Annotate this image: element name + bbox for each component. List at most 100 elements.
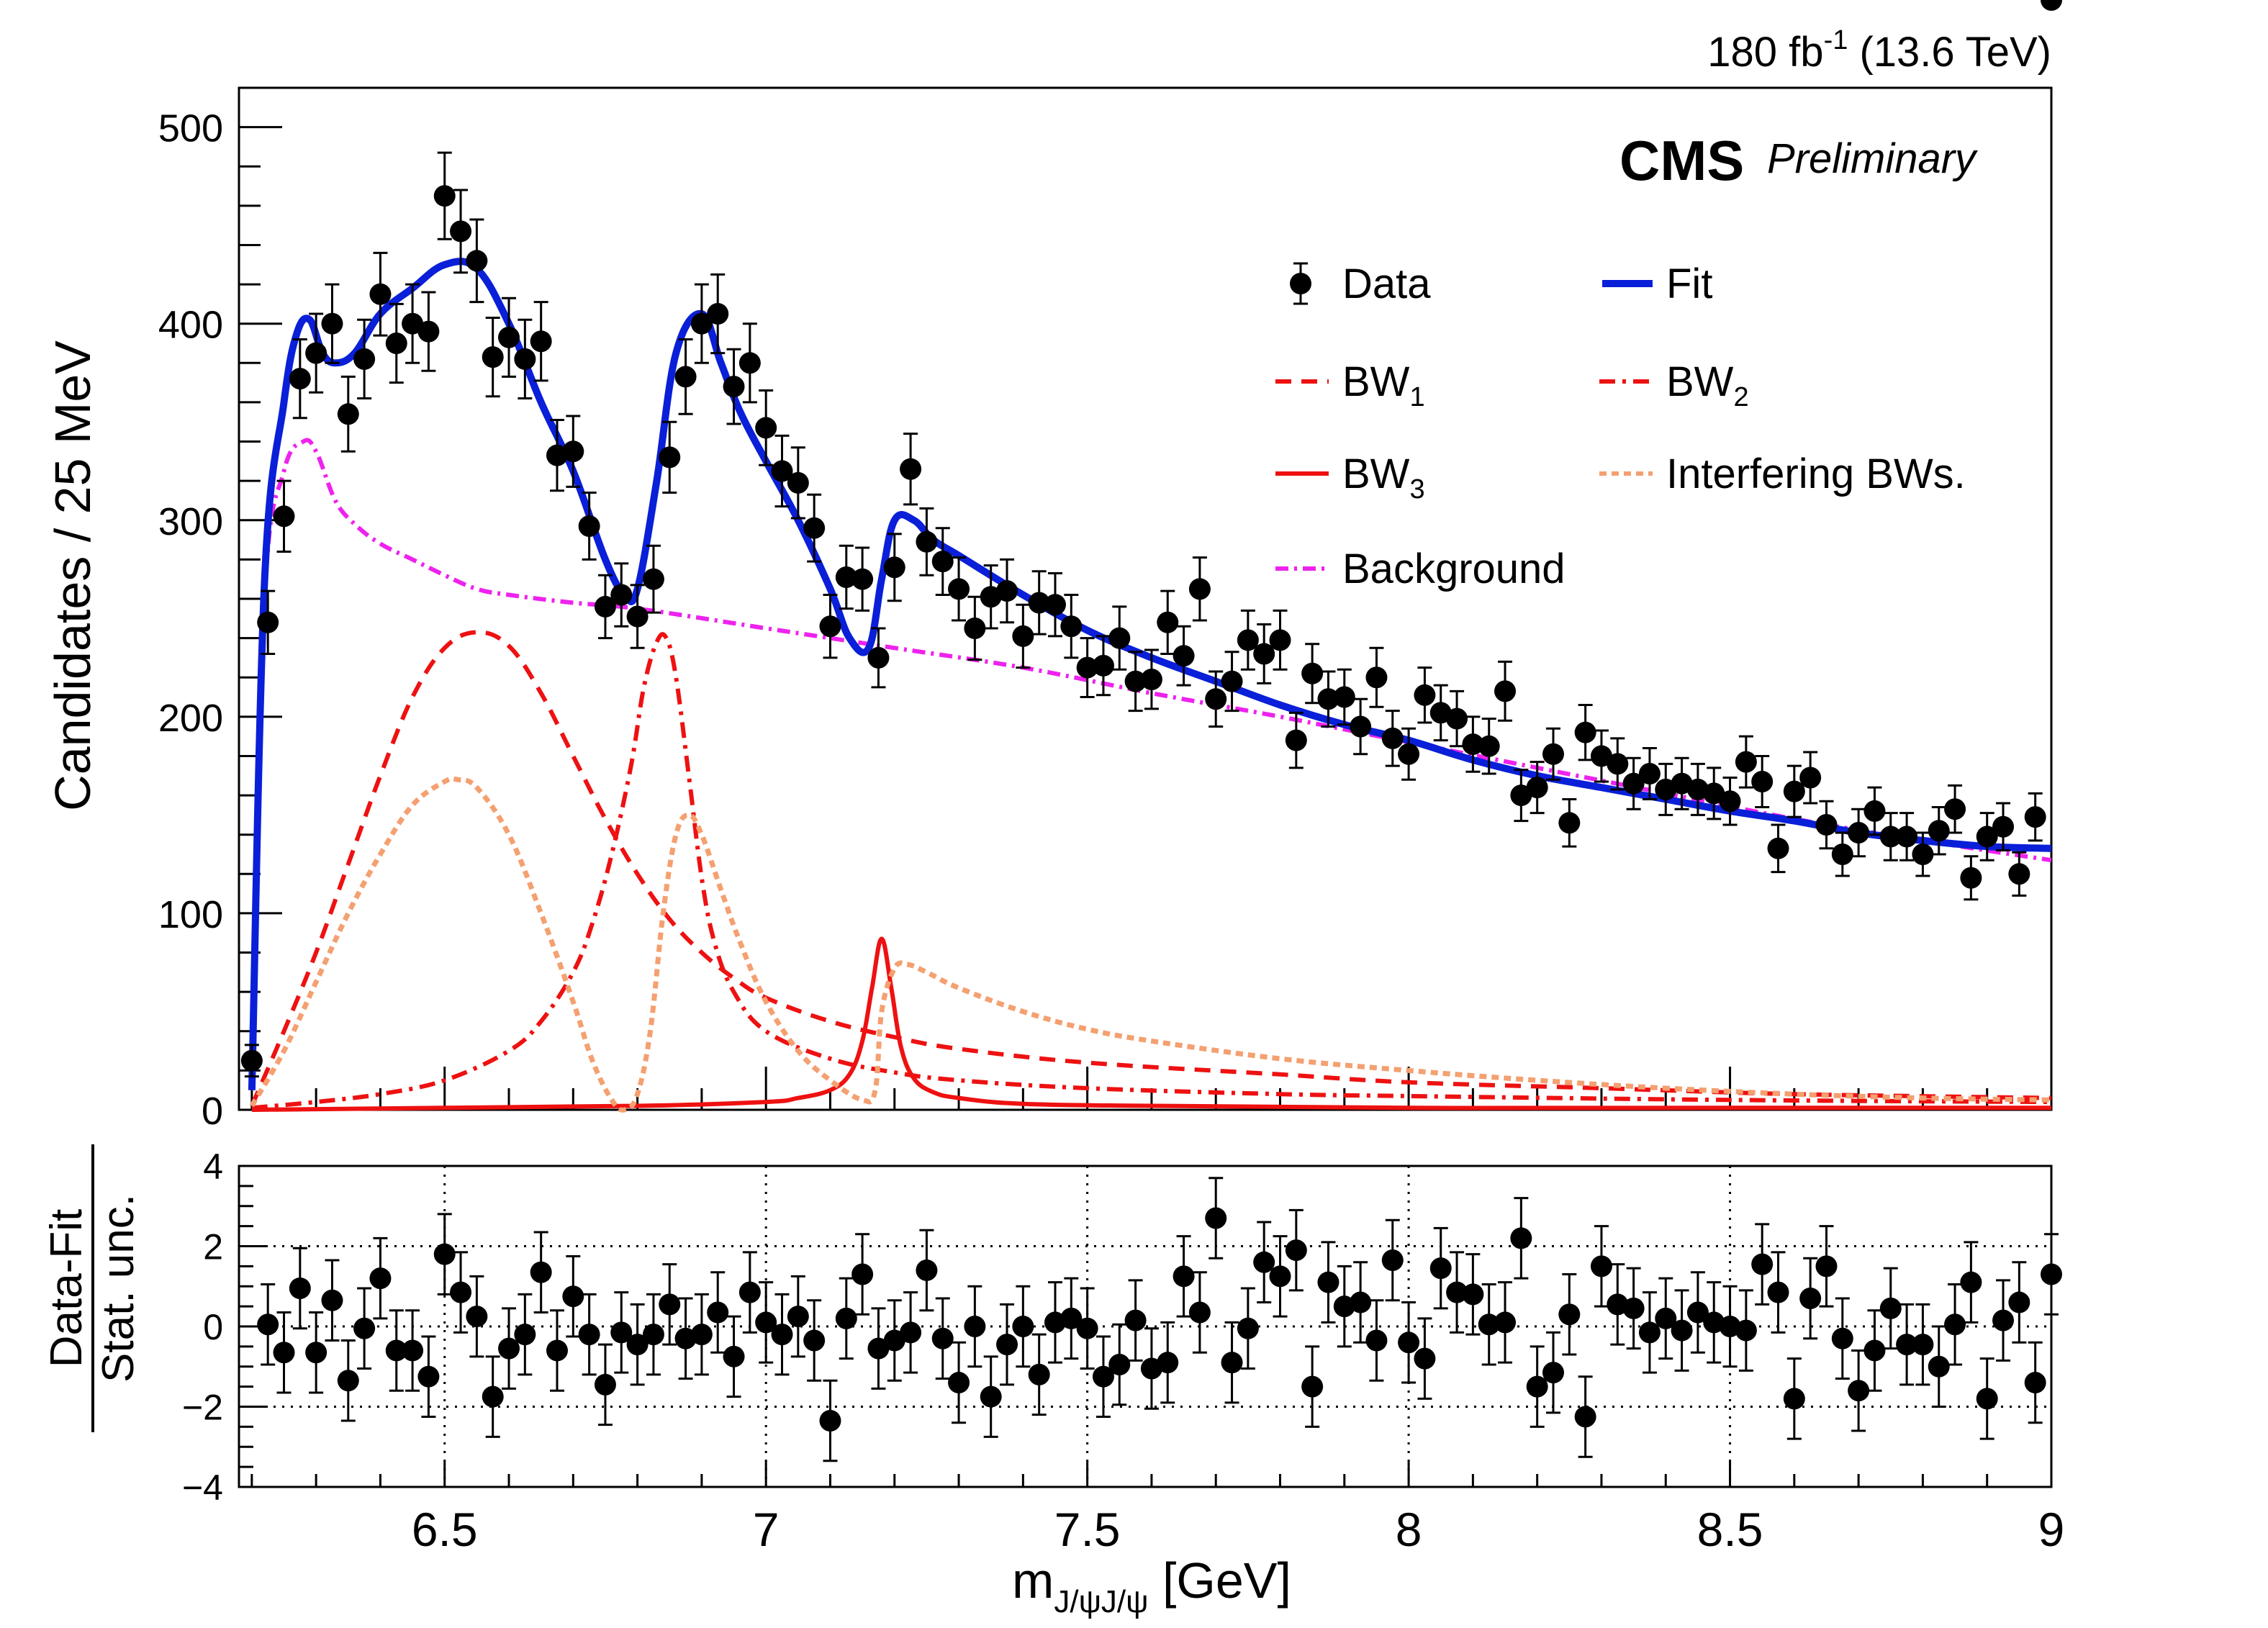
ratio-point	[273, 1311, 295, 1394]
ratio-point	[1478, 1283, 1500, 1366]
data-point	[1542, 727, 1564, 781]
legend-fit-label: Fit	[1666, 261, 1712, 307]
bw2-curve	[251, 632, 2052, 1111]
data-point	[1863, 786, 1886, 836]
data-point	[900, 433, 922, 506]
legend-bw1-label: BW1	[1342, 358, 1425, 412]
ratio-point	[450, 1251, 472, 1334]
ratio-point	[996, 1303, 1018, 1386]
data-point	[466, 218, 488, 304]
ratio-point	[1879, 1267, 1902, 1350]
ratio-point	[610, 1291, 633, 1374]
ratio-point	[514, 1293, 536, 1376]
legend-data-label: Data	[1342, 261, 1431, 307]
data-point	[2041, 0, 2062, 11]
ratio-point	[402, 1309, 424, 1392]
ratio-y-tick-label: 4	[203, 1147, 223, 1187]
ratio-point	[755, 1281, 777, 1364]
ratio-point	[321, 1259, 343, 1342]
ratio-point	[1108, 1323, 1131, 1406]
data-point	[867, 627, 890, 689]
ratio-point	[851, 1233, 874, 1316]
data-point	[1735, 735, 1757, 789]
data-point	[883, 533, 905, 602]
ratio-point	[1350, 1261, 1372, 1344]
data-points	[240, 0, 2062, 1078]
data-point	[690, 283, 713, 364]
ratio-point	[1157, 1321, 1179, 1404]
ratio-point	[337, 1339, 359, 1422]
data-point	[835, 544, 857, 610]
y-axis-title: Candidates / 25 MeV	[45, 340, 101, 811]
data-point	[1124, 651, 1147, 713]
data-point	[642, 544, 664, 614]
data-point	[1767, 823, 1789, 874]
ratio-point	[674, 1297, 697, 1380]
x-axis-title: mJ/ψJ/ψ [GeV]	[1012, 1552, 1291, 1619]
ratio-point	[562, 1254, 584, 1338]
ratio-point	[916, 1229, 938, 1312]
ratio-point	[1076, 1287, 1098, 1370]
ratio-point	[1317, 1241, 1339, 1324]
data-point	[1350, 697, 1372, 756]
data-point	[289, 338, 311, 420]
ratio-point	[626, 1303, 649, 1386]
ratio-point	[1848, 1349, 1870, 1432]
data-point	[674, 338, 697, 415]
ratio-y-tick-label: 0	[203, 1307, 223, 1347]
data-point	[1381, 710, 1404, 767]
ratio-point	[1285, 1208, 1307, 1292]
data-point	[578, 492, 600, 561]
ratio-point	[1558, 1273, 1581, 1356]
y-tick-label: 500	[158, 107, 223, 150]
ratio-point	[1799, 1257, 1822, 1340]
ratio-point	[1188, 1271, 1211, 1354]
ratio-point	[1365, 1299, 1388, 1382]
legend-bw2-label: BW2	[1666, 358, 1749, 412]
energy-label: (13.6 TeV)	[1848, 29, 2051, 76]
ratio-point	[1831, 1297, 1853, 1380]
data-point	[450, 189, 472, 274]
ratio-point	[803, 1299, 826, 1382]
data-point	[562, 415, 584, 488]
ratio-point	[723, 1315, 745, 1398]
ratio-point	[1622, 1267, 1645, 1350]
data-point	[1558, 798, 1581, 848]
data-point	[240, 1044, 263, 1078]
data-point	[1703, 766, 1725, 820]
background-curve	[249, 438, 2052, 1090]
bw1-curve	[250, 630, 2052, 1107]
data-point	[1622, 756, 1645, 810]
x-tick-label: 8.5	[1697, 1503, 1763, 1556]
ratio-point	[1944, 1283, 1966, 1366]
ratio-y-numerator: Data-Fit	[42, 1209, 91, 1367]
data-point	[1205, 670, 1227, 728]
ratio-point	[659, 1263, 681, 1346]
data-point	[482, 317, 504, 398]
data-point	[1398, 727, 1420, 781]
data-point	[1848, 808, 1870, 858]
fit-curves	[248, 258, 2052, 1113]
ratio-point	[1173, 1235, 1195, 1318]
legend-data-marker	[1290, 262, 1311, 305]
ratio-point	[1912, 1303, 1934, 1386]
data-point	[273, 479, 295, 553]
ratio-point	[1060, 1277, 1083, 1360]
data-point	[1044, 572, 1066, 638]
ratio-point	[1381, 1218, 1404, 1302]
data-point	[931, 527, 954, 597]
ratio-point	[1429, 1226, 1452, 1310]
data-point	[1928, 805, 1950, 856]
data-point	[1783, 764, 1805, 818]
data-point	[626, 584, 649, 649]
ratio-plot-grid	[239, 1166, 2051, 1487]
ratio-point	[433, 1213, 456, 1295]
data-point	[1526, 761, 1548, 815]
ratio-point	[289, 1247, 311, 1330]
data-point	[2024, 792, 2046, 842]
data-point	[530, 301, 552, 382]
ratio-point	[466, 1275, 488, 1358]
data-point	[707, 273, 729, 355]
data-point	[755, 389, 777, 466]
ratio-point	[787, 1275, 809, 1358]
